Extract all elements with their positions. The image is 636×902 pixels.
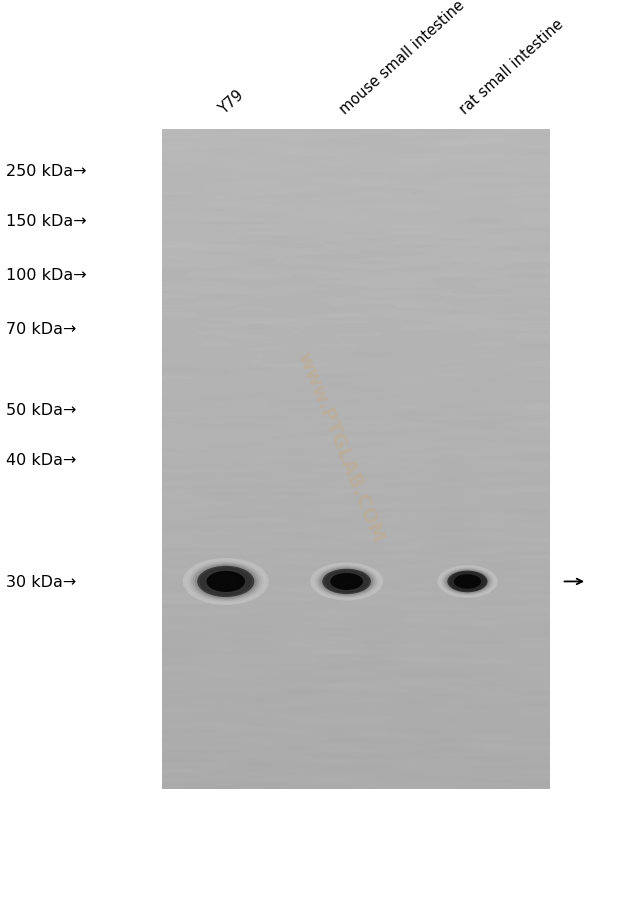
Ellipse shape xyxy=(207,571,245,593)
Ellipse shape xyxy=(466,581,469,583)
Ellipse shape xyxy=(464,580,471,584)
Ellipse shape xyxy=(446,570,489,594)
Ellipse shape xyxy=(322,569,371,594)
Ellipse shape xyxy=(457,576,478,587)
Ellipse shape xyxy=(204,570,247,594)
Ellipse shape xyxy=(340,579,353,585)
Ellipse shape xyxy=(335,575,359,588)
Ellipse shape xyxy=(318,567,375,596)
Text: 40 kDa→: 40 kDa→ xyxy=(6,453,77,467)
Ellipse shape xyxy=(338,577,355,586)
Ellipse shape xyxy=(223,581,228,583)
Ellipse shape xyxy=(452,574,483,590)
Ellipse shape xyxy=(343,580,350,584)
Text: rat small intestine: rat small intestine xyxy=(457,17,567,117)
Ellipse shape xyxy=(183,558,268,605)
Ellipse shape xyxy=(209,573,242,591)
Text: 70 kDa→: 70 kDa→ xyxy=(6,322,77,336)
Ellipse shape xyxy=(336,576,357,587)
Ellipse shape xyxy=(185,559,266,604)
Ellipse shape xyxy=(190,562,261,602)
Ellipse shape xyxy=(312,564,381,600)
Ellipse shape xyxy=(197,566,254,597)
Ellipse shape xyxy=(462,579,473,584)
Ellipse shape xyxy=(444,569,491,594)
Ellipse shape xyxy=(449,572,486,592)
Ellipse shape xyxy=(211,574,240,590)
Ellipse shape xyxy=(330,574,363,590)
Ellipse shape xyxy=(454,575,481,589)
Ellipse shape xyxy=(328,573,365,592)
Text: Y79: Y79 xyxy=(216,87,246,117)
Ellipse shape xyxy=(195,565,257,599)
Ellipse shape xyxy=(454,575,481,589)
Ellipse shape xyxy=(314,565,379,599)
Text: 150 kDa→: 150 kDa→ xyxy=(6,214,87,228)
Ellipse shape xyxy=(438,566,497,598)
Ellipse shape xyxy=(219,578,233,585)
Ellipse shape xyxy=(442,568,493,595)
Ellipse shape xyxy=(330,574,363,590)
Ellipse shape xyxy=(333,575,361,589)
Ellipse shape xyxy=(459,577,476,586)
Ellipse shape xyxy=(345,581,349,583)
Text: 30 kDa→: 30 kDa→ xyxy=(6,575,76,589)
Ellipse shape xyxy=(320,568,373,595)
Ellipse shape xyxy=(214,575,238,588)
Text: 100 kDa→: 100 kDa→ xyxy=(6,268,87,282)
Ellipse shape xyxy=(324,570,369,594)
Ellipse shape xyxy=(451,573,484,591)
Ellipse shape xyxy=(441,567,494,596)
Text: www.PTGLAB.COM: www.PTGLAB.COM xyxy=(293,348,387,545)
Ellipse shape xyxy=(439,566,496,597)
Ellipse shape xyxy=(207,571,245,593)
Text: mouse small intestine: mouse small intestine xyxy=(336,0,467,117)
Ellipse shape xyxy=(310,563,384,601)
Ellipse shape xyxy=(192,564,259,600)
Ellipse shape xyxy=(447,571,488,593)
Text: 250 kDa→: 250 kDa→ xyxy=(6,164,87,179)
Ellipse shape xyxy=(326,571,367,593)
Ellipse shape xyxy=(316,566,377,598)
Ellipse shape xyxy=(460,578,474,585)
Ellipse shape xyxy=(221,579,231,584)
Text: 50 kDa→: 50 kDa→ xyxy=(6,403,77,418)
Ellipse shape xyxy=(216,576,235,587)
Ellipse shape xyxy=(202,569,249,594)
Ellipse shape xyxy=(188,561,264,603)
Ellipse shape xyxy=(200,567,252,596)
Ellipse shape xyxy=(456,575,479,588)
